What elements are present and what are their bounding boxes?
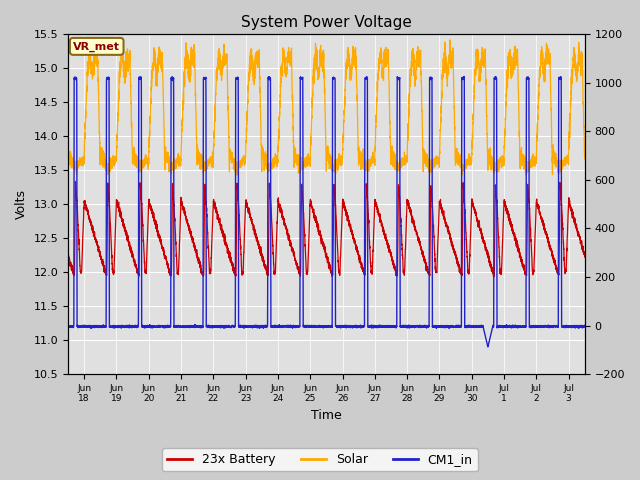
- Y-axis label: Volts: Volts: [15, 189, 28, 219]
- Text: VR_met: VR_met: [73, 41, 120, 51]
- Legend: 23x Battery, Solar, CM1_in: 23x Battery, Solar, CM1_in: [163, 448, 477, 471]
- X-axis label: Time: Time: [311, 409, 342, 422]
- Title: System Power Voltage: System Power Voltage: [241, 15, 412, 30]
